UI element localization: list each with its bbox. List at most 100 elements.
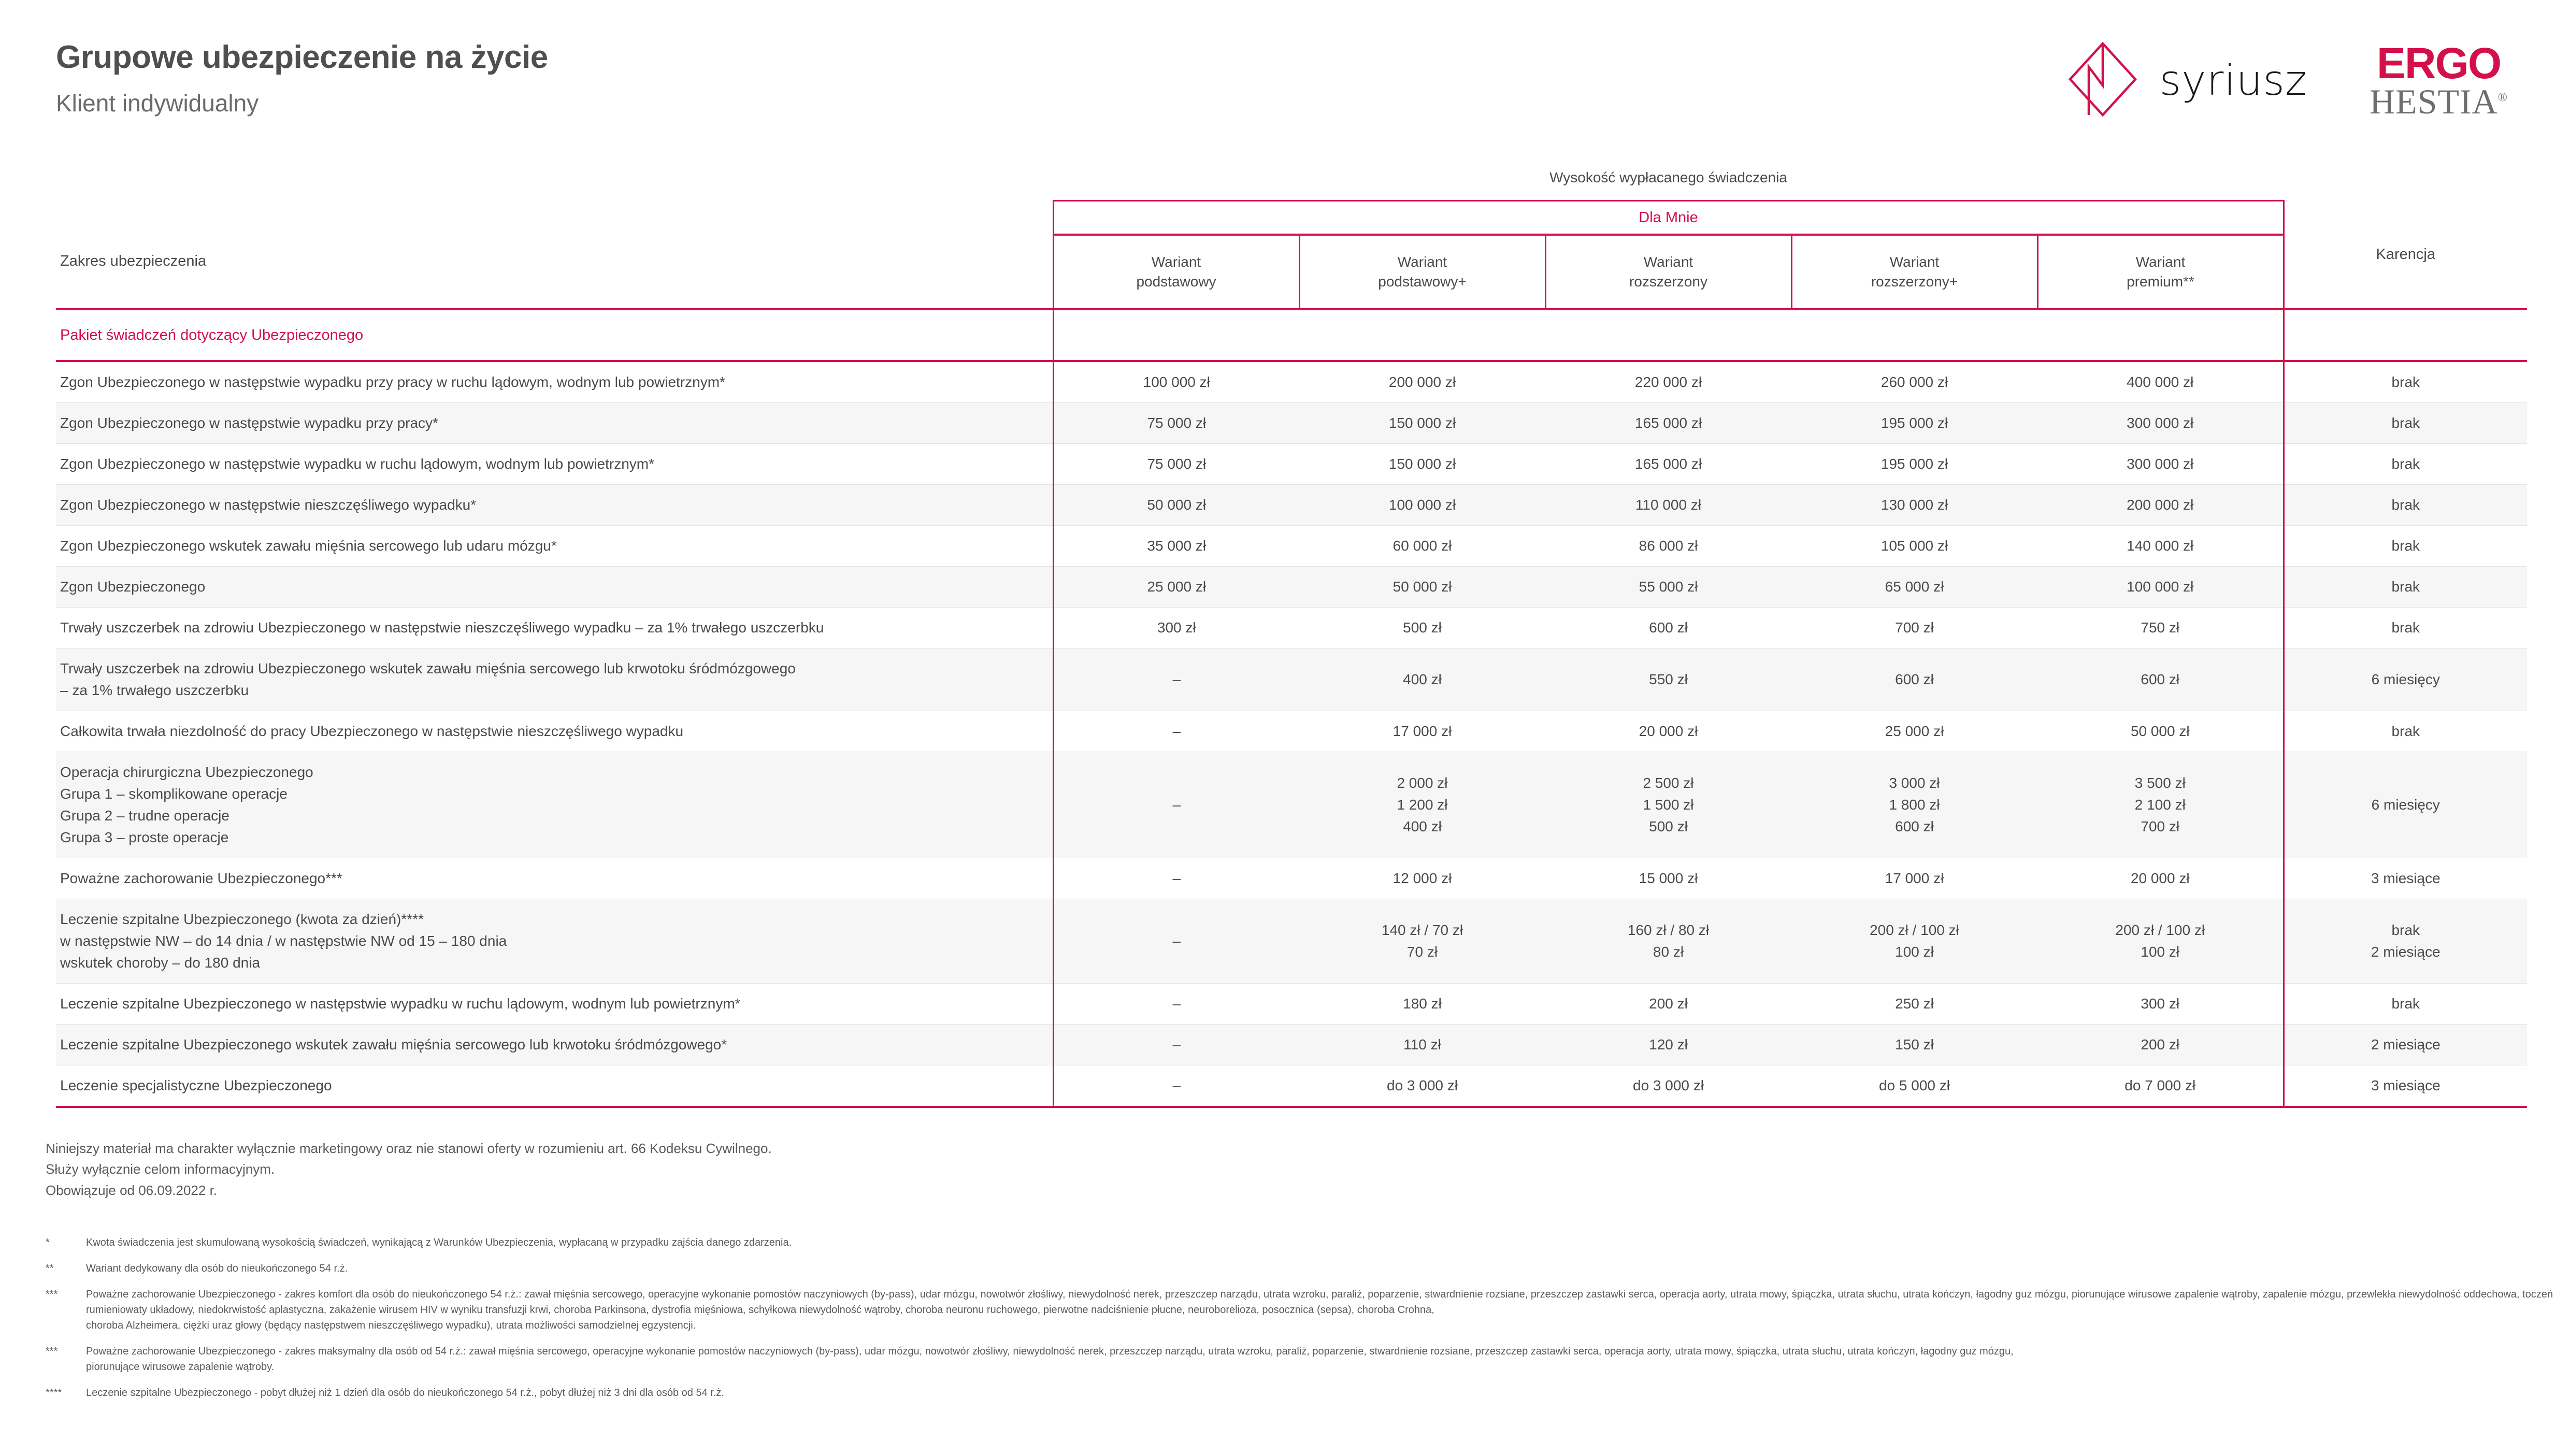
benefit-value: 86 000 zł — [1545, 525, 1791, 567]
benefit-value: 17 000 zł — [1299, 711, 1545, 752]
karencja-value: brak — [2284, 525, 2528, 567]
benefit-value: – — [1052, 648, 1299, 711]
benefit-value: 165 000 zł — [1545, 402, 1791, 444]
benefit-value: 300 000 zł — [2037, 443, 2285, 485]
benefit-value: – — [1052, 899, 1299, 984]
section-spacer-4 — [1791, 308, 2037, 362]
footnote: ** Wariant dedykowany dla osób do nieukoń… — [46, 1261, 2570, 1276]
table-row: Zgon Ubezpieczonego w następstwie wypadk… — [56, 443, 2528, 485]
benefit-value: 50 000 zł — [2037, 711, 2285, 752]
benefit-value: 700 zł — [1791, 607, 2037, 648]
benefit-value: 65 000 zł — [1791, 566, 2037, 608]
benefit-value: 25 000 zł — [1052, 566, 1299, 608]
benefit-label: Poważne zachorowanie Ubezpieczonego*** — [56, 858, 1053, 899]
footnote-text: Leczenie szpitalne Ubezpieczonego - poby… — [86, 1387, 724, 1399]
benefit-value: 110 zł — [1299, 1024, 1545, 1065]
footnote-marker: *** — [46, 1288, 58, 1300]
benefit-value: 600 zł — [1791, 648, 2037, 711]
benefit-value: 3 500 zł 2 100 zł 700 zł — [2037, 752, 2285, 858]
benefit-value: – — [1052, 983, 1299, 1025]
registered-mark-icon: ® — [2497, 91, 2508, 105]
benefit-value: 17 000 zł — [1791, 858, 2037, 899]
table-row: Operacja chirurgiczna Ubezpieczonego Gru… — [56, 752, 2528, 858]
footnote-marker: *** — [46, 1345, 58, 1357]
section-spacer-1 — [1052, 308, 1299, 362]
benefit-value: 15 000 zł — [1545, 858, 1791, 899]
scope-column-header: Zakres ubezpieczenia — [60, 252, 207, 269]
karencja-value: 3 miesiące — [2284, 1065, 2528, 1108]
footnote: *** Poważne zachorowanie Ubezpieczonego -… — [46, 1287, 2570, 1333]
table-row: Trwały uszczerbek na zdrowiu Ubezpieczon… — [56, 607, 2528, 648]
group-header-row: Zakres ubezpieczenia Dla Mnie Karencja — [56, 200, 2527, 269]
syriusz-wordmark: syriusz — [2159, 56, 2307, 105]
section-spacer-karencja — [2284, 308, 2528, 362]
benefit-value: – — [1052, 752, 1299, 858]
karencja-value: brak — [2284, 566, 2528, 608]
benefit-value: 100 000 zł — [1299, 484, 1545, 526]
benefit-value: 400 zł — [1299, 648, 1545, 711]
karencja-value: brak — [2284, 443, 2528, 485]
benefit-label: Operacja chirurgiczna Ubezpieczonego Gru… — [56, 752, 1053, 858]
benefit-value: 300 zł — [2037, 983, 2285, 1025]
karencja-value: brak — [2284, 607, 2528, 648]
karencja-value: 2 miesiące — [2284, 1024, 2528, 1065]
benefit-value: 500 zł — [1299, 607, 1545, 648]
benefit-value: do 3 000 zł — [1299, 1065, 1545, 1108]
section-spacer-5 — [2037, 308, 2285, 362]
table-row: Leczenie szpitalne Ubezpieczonego (kwota… — [56, 899, 2528, 984]
variant-header-premium: Wariant premium** — [2036, 235, 2285, 309]
karencja-value: brak — [2284, 711, 2528, 752]
karencja-value: 3 miesiące — [2284, 858, 2528, 899]
benefit-value: 300 zł — [1052, 607, 1299, 648]
benefit-value: 140 zł / 70 zł 70 zł — [1299, 899, 1545, 984]
document-footer: Niniejszy materiał ma charakter wyłączni… — [46, 1138, 2570, 1401]
footnote: * Kwota świadczenia jest skumulowaną wyso… — [46, 1235, 2570, 1250]
footnote-marker: ** — [46, 1262, 54, 1274]
benefit-value: 750 zł — [2037, 607, 2285, 648]
legal-disclaimer: Niniejszy materiał ma charakter wyłączni… — [46, 1141, 772, 1198]
benefit-value: 200 000 zł — [2037, 484, 2285, 526]
benefit-label: Zgon Ubezpieczonego wskutek zawału mięśn… — [56, 525, 1053, 567]
karencja-value: brak — [2284, 983, 2528, 1025]
benefit-value: 105 000 zł — [1791, 525, 2037, 567]
benefits-table: Wysokość wypłacanego świadczenia Zakres … — [56, 155, 2528, 1108]
supertitle-label: Wysokość wypłacanego świadczenia — [1549, 169, 1787, 185]
benefit-value: do 3 000 zł — [1545, 1065, 1791, 1108]
footnote: **** Leczenie szpitalne Ubezpieczonego - … — [46, 1385, 2570, 1401]
benefit-label: Zgon Ubezpieczonego — [56, 566, 1053, 608]
benefit-value: 100 000 zł — [1052, 361, 1299, 403]
footnote: *** Poważne zachorowanie Ubezpieczonego -… — [46, 1344, 2570, 1375]
hestia-text: HESTIA — [2370, 82, 2498, 122]
footnote-text: Wariant dedykowany dla osób do nieukończ… — [86, 1262, 348, 1274]
supertitle-row: Wysokość wypłacanego świadczenia — [56, 155, 2527, 201]
benefit-value: 165 000 zł — [1545, 443, 1791, 485]
benefit-label: Leczenie specjalistyczne Ubezpieczonego — [56, 1065, 1053, 1108]
benefit-value: 220 000 zł — [1545, 361, 1791, 403]
benefit-value: 200 zł — [1545, 983, 1791, 1025]
table-row: Leczenie szpitalne Ubezpieczonego wskute… — [56, 1024, 2528, 1065]
title-block: Grupowe ubezpieczenie na życie Klient in… — [56, 41, 548, 116]
benefit-value: 600 zł — [2037, 648, 2285, 711]
benefit-value: – — [1052, 858, 1299, 899]
section-label: Pakiet świadczeń dotyczący Ubezpieczoneg… — [56, 308, 1053, 362]
benefit-value: do 5 000 zł — [1791, 1065, 2037, 1108]
variant-header-row: Wariant podstawowy Wariant podstawowy+ W… — [56, 235, 2527, 309]
benefit-label: Zgon Ubezpieczonego w następstwie wypadk… — [56, 361, 1053, 403]
benefit-value: 150 000 zł — [1299, 443, 1545, 485]
variant-header-rozszerzony-plus: Wariant rozszerzony+ — [1790, 235, 2037, 309]
footnote-text: Kwota świadczenia jest skumulowaną wysok… — [86, 1236, 792, 1248]
section-header-row: Pakiet świadczeń dotyczący Ubezpieczoneg… — [56, 308, 2528, 362]
benefit-value: 75 000 zł — [1052, 402, 1299, 444]
benefit-value: 300 000 zł — [2037, 402, 2285, 444]
ergo-wordmark: ERGO — [2376, 39, 2502, 88]
benefit-value: 200 zł — [2037, 1024, 2285, 1065]
karencja-column-header: Karencja — [2376, 246, 2436, 263]
benefit-value: 150 zł — [1791, 1024, 2037, 1065]
group-label-dla-mnie: Dla Mnie — [1052, 200, 2285, 236]
supertitle-spacer-right — [2284, 155, 2527, 201]
benefit-label: Trwały uszczerbek na zdrowiu Ubezpieczon… — [56, 648, 1053, 711]
section-spacer-3 — [1545, 308, 1791, 362]
table-row: Trwały uszczerbek na zdrowiu Ubezpieczon… — [56, 648, 2528, 711]
syriusz-logo: syriusz — [2064, 40, 2307, 121]
